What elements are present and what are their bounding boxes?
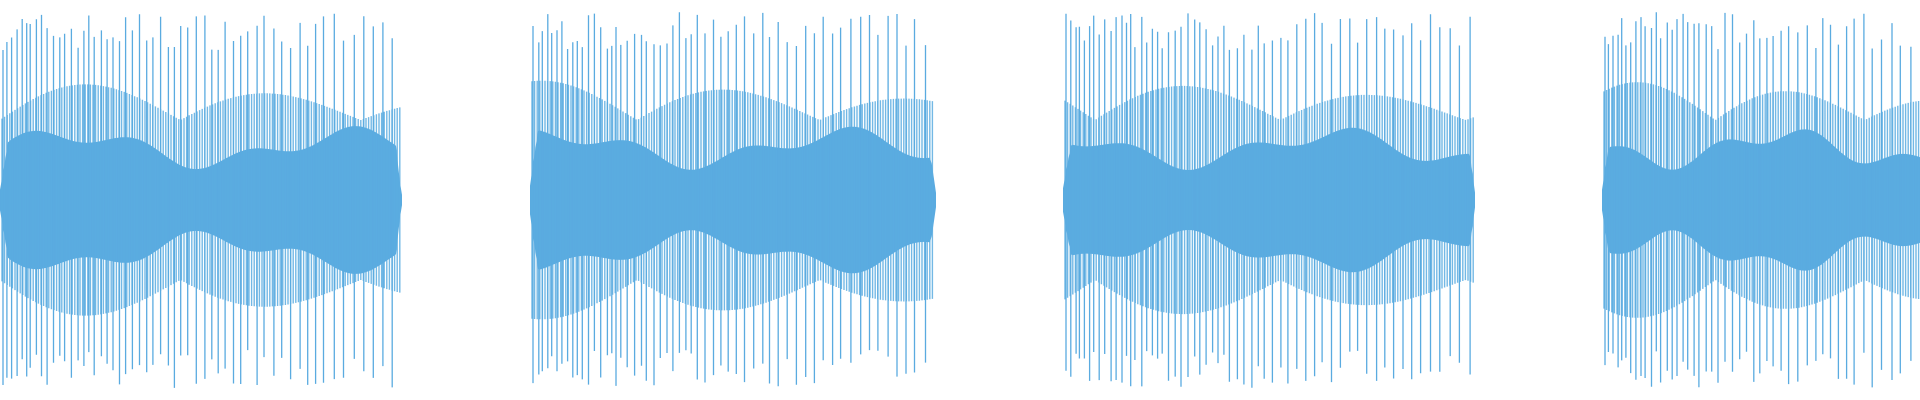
waveform-lobes [1603, 82, 1920, 318]
waveform-clip [530, 12, 936, 387]
waveform-lobes [531, 80, 934, 320]
waveform-peaks [2, 13, 393, 388]
waveform-clip [0, 13, 402, 388]
waveform-peaks [532, 12, 927, 387]
waveform-clip [1063, 13, 1475, 388]
waveform-clip [1602, 12, 1920, 388]
waveform-lobes [1, 84, 401, 316]
waveform-peaks [1604, 12, 1912, 388]
waveform-peaks [1065, 13, 1471, 388]
